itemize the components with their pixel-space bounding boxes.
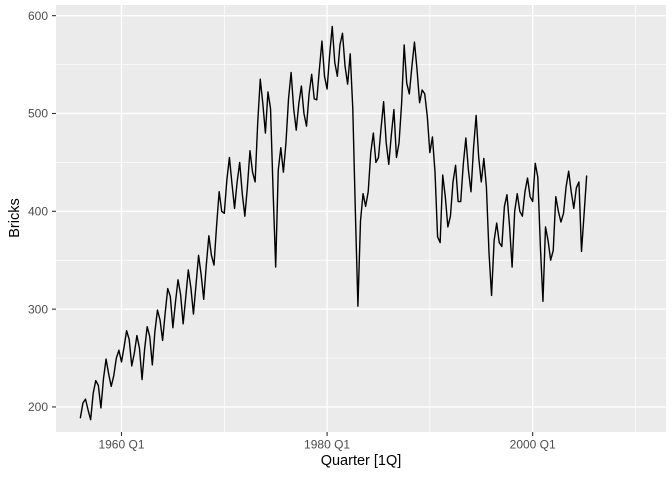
x-axis-tick-labels: 1960 Q1 1980 Q1 2000 Q1 — [98, 438, 556, 452]
grid-minor-lines — [56, 5, 666, 432]
y-tick-label: 300 — [28, 302, 48, 316]
y-axis-tick-labels: 200 300 400 500 600 — [28, 9, 48, 414]
y-axis-title: Bricks — [7, 198, 23, 237]
bricks-series-line — [79, 25, 588, 421]
x-tick-label: 2000 Q1 — [510, 438, 556, 452]
y-tick-label: 400 — [28, 205, 48, 219]
x-tick-label: 1980 Q1 — [304, 438, 350, 452]
axis-tick-marks — [52, 15, 534, 436]
y-tick-label: 500 — [28, 107, 48, 121]
x-tick-label: 1960 Q1 — [98, 438, 144, 452]
y-tick-label: 200 — [28, 400, 48, 414]
grid-major-lines — [56, 5, 666, 432]
x-axis-title: Quarter [1Q] — [321, 453, 402, 469]
y-tick-label: 600 — [28, 9, 48, 23]
